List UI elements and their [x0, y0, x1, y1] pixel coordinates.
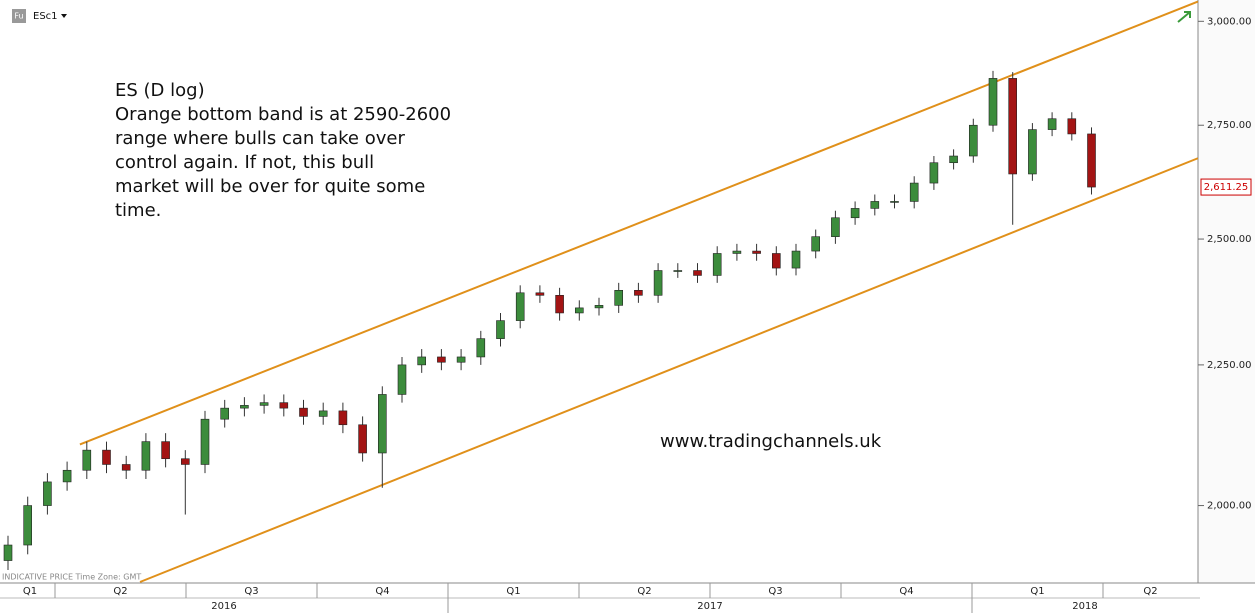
candle-body	[515, 292, 525, 321]
candle-body	[732, 250, 742, 254]
candle-body	[712, 253, 722, 276]
candle-body	[62, 469, 72, 483]
candle-body	[555, 294, 564, 314]
annotation-line: time.	[115, 200, 161, 221]
candle-body	[634, 289, 643, 296]
x-tick-label: Q2	[113, 586, 127, 597]
annotation-line: Orange bottom band is at 2590-2600	[115, 104, 451, 125]
candle-body	[377, 394, 387, 454]
x-tick-label: Q1	[23, 586, 37, 597]
candle-body	[811, 236, 821, 252]
x-tick-label: Q1	[506, 586, 520, 597]
candle-body	[43, 481, 52, 506]
x-tick-label: Q4	[899, 586, 913, 597]
candle-body	[240, 405, 249, 409]
dropdown-arrow[interactable]	[61, 14, 67, 18]
y-tick-label: 2,750.00	[1207, 120, 1252, 131]
candle-body	[437, 356, 446, 363]
candle-body	[82, 449, 92, 471]
candle-body	[890, 201, 899, 203]
trend-icon	[1177, 11, 1191, 23]
x-tick-label: Q2	[637, 586, 651, 597]
candle-body	[594, 305, 604, 309]
candle-body	[181, 458, 190, 465]
x-tick-label: Q2	[1143, 586, 1157, 597]
candle-body	[279, 402, 289, 409]
candle-body	[220, 407, 229, 420]
candle-body	[929, 162, 939, 184]
symbol-icon	[12, 9, 26, 23]
candle-body	[574, 307, 584, 314]
year-label: 2016	[211, 601, 236, 612]
annotation-line: range where bulls can take over	[115, 128, 405, 149]
annotation-line: ES (D log)	[115, 80, 205, 101]
y-tick-label: 2,500.00	[1207, 234, 1252, 245]
y-tick-label: 2,000.00	[1207, 501, 1252, 512]
candle-body	[397, 364, 407, 395]
footer-note: INDICATIVE PRICE Time Zone: GMT	[2, 573, 141, 582]
x-tick-label: Q3	[768, 586, 782, 597]
candle-body	[870, 201, 880, 209]
price-axis-panel	[1198, 0, 1255, 583]
candle-body	[614, 289, 624, 306]
candle-body	[3, 544, 13, 561]
candle-body	[791, 250, 801, 269]
x-tick-label: Q4	[375, 586, 389, 597]
annotation-line: market will be over for quite some	[115, 176, 425, 197]
trendline	[79, 0, 1199, 446]
candle-body	[653, 270, 663, 296]
x-tick-label: Q1	[1030, 586, 1044, 597]
year-label: 2018	[1072, 601, 1097, 612]
candle-body	[318, 410, 328, 417]
candle-body	[673, 270, 683, 272]
candle-body	[161, 441, 170, 460]
candle-body	[968, 124, 978, 157]
annotation-line: control again. If not, this bull	[115, 152, 374, 173]
candle-body	[850, 208, 860, 219]
candle-body	[338, 410, 348, 426]
candle-body	[535, 292, 545, 296]
symbol-icon-text: Fu	[14, 12, 23, 21]
candle-body	[831, 217, 840, 237]
x-tick-label: Q3	[244, 586, 258, 597]
candle-body	[988, 78, 998, 126]
trendline	[139, 157, 1199, 583]
candle-body	[417, 356, 427, 366]
y-tick-label: 2,250.00	[1207, 360, 1252, 371]
candle-body	[102, 449, 111, 465]
candle-body	[1028, 129, 1037, 175]
candle-body	[771, 253, 781, 269]
last-price-box	[1200, 178, 1252, 196]
year-label: 2017	[697, 601, 722, 612]
candle-body	[752, 250, 761, 254]
candle-body	[456, 356, 466, 363]
candle-body	[200, 418, 210, 465]
annotation: ES (D log) Orange bottom band is at 2590-…	[115, 80, 451, 221]
candle-body	[299, 407, 308, 417]
candle-body	[121, 464, 131, 471]
candle-body	[23, 505, 33, 546]
y-tick-label: 3,000.00	[1207, 16, 1252, 27]
candle-body	[496, 320, 505, 339]
candle-body	[1047, 118, 1057, 130]
candle-body	[909, 182, 919, 202]
last-price-label: 2,611.25	[1204, 182, 1249, 193]
symbol[interactable]: ESc1	[33, 11, 58, 22]
candle-body	[693, 270, 702, 276]
candle-body	[358, 424, 367, 454]
candle-body	[476, 338, 486, 358]
candle-body	[1067, 118, 1077, 135]
candle-body	[1008, 78, 1018, 175]
candle-body	[141, 441, 151, 471]
candle-body	[259, 402, 269, 406]
candle-body	[949, 155, 958, 164]
website: www.tradingchannels.uk	[660, 431, 882, 452]
candle-body	[1087, 133, 1096, 188]
